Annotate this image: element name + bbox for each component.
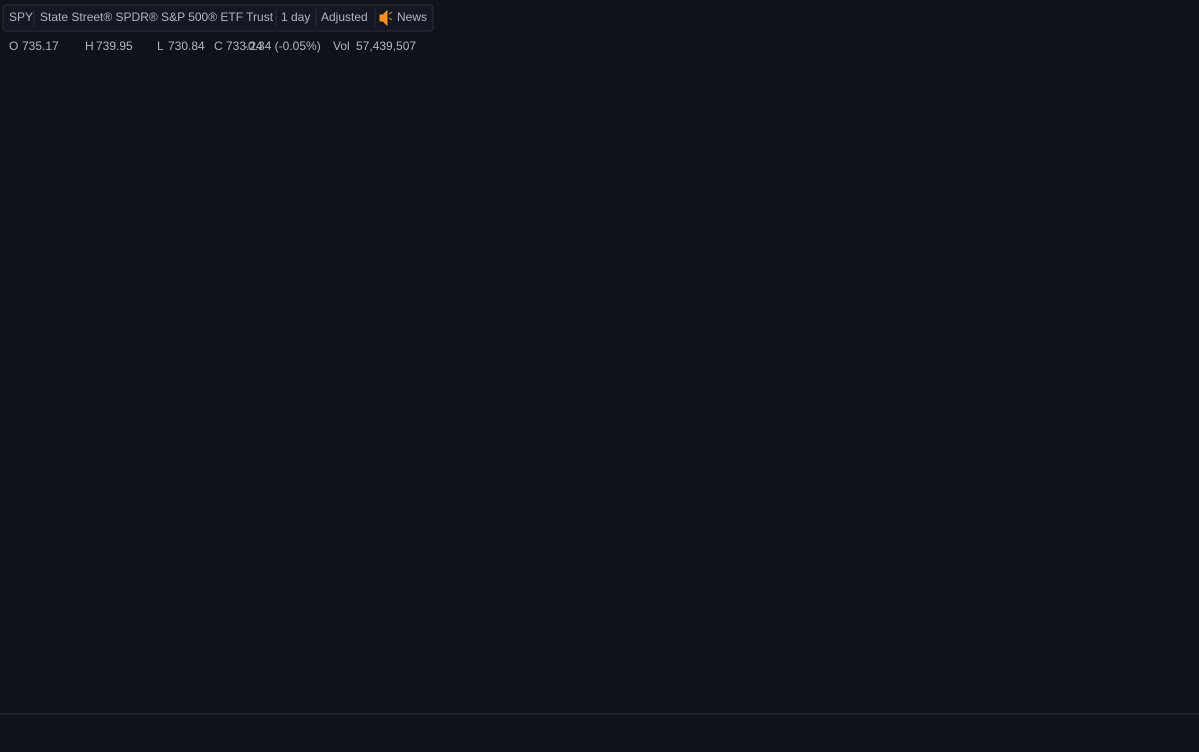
low-label: L [157,39,164,53]
news-link[interactable]: News [397,10,427,24]
open-label: O [9,39,18,53]
volume-value: 57,439,507 [356,39,416,53]
interval[interactable]: 1 day [281,10,310,24]
low-value: 730.84 [168,39,205,53]
instrument-name: State Street® SPDR® S&P 500® ETF Trust [40,10,274,24]
symbol[interactable]: SPY [9,10,33,24]
high-label: H [85,39,94,53]
header-bar [2,4,434,32]
open-value: 735.17 [22,39,59,53]
adjustment[interactable]: Adjusted [321,10,368,24]
high-value: 739.95 [96,39,133,53]
volume-label: Vol [333,39,350,53]
price-axis [1140,0,1199,752]
news-icon[interactable] [379,9,393,27]
close-value: 733.24 [226,39,263,53]
close-label: C [214,39,223,53]
change: -0.34 (-0.05%) [244,39,321,53]
